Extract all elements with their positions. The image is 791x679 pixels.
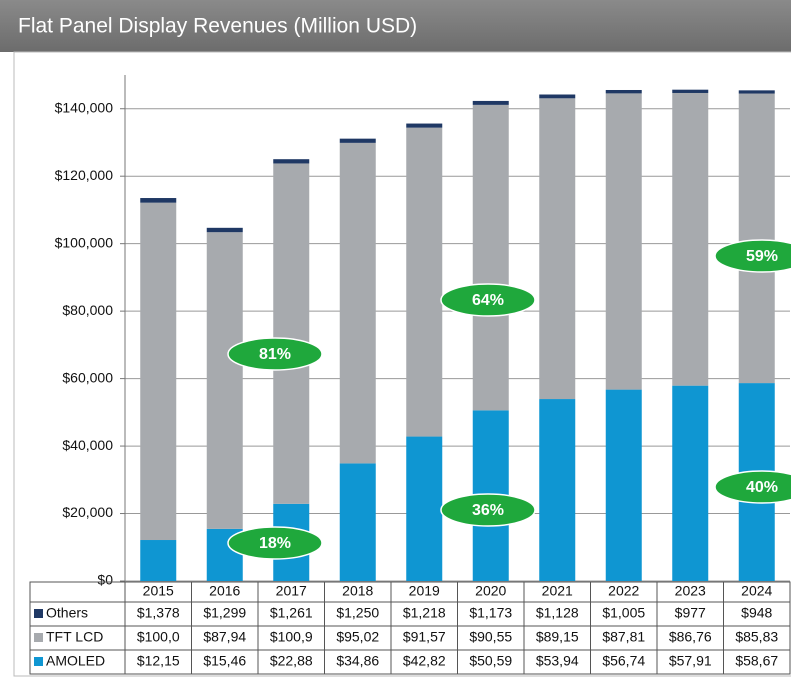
bar-segment [605,389,642,581]
table-value: $1,378 [137,605,180,621]
annotation-badge [227,337,323,371]
bar-segment [539,98,576,400]
y-tick-label: $140,000 [55,99,114,115]
annotation: 36% [472,502,504,519]
x-tick-label: 2021 [542,583,573,599]
y-tick-label: $100,000 [55,234,114,250]
y-tick-label: $60,000 [62,369,113,385]
table-value: $90,55 [469,629,512,645]
table-value: $89,15 [536,629,579,645]
annotation-badge [714,239,791,273]
table-value: $22,88 [270,653,313,669]
bar-segment [472,104,509,411]
bar-segment [738,93,775,384]
x-tick-label: 2016 [209,583,240,599]
table-value: $1,250 [336,605,379,621]
frame [13,51,791,677]
table-value: $87,81 [602,629,645,645]
table-value: $948 [741,605,772,621]
bar-segment [140,198,177,203]
legend-swatch [34,609,43,618]
legend-swatch [34,633,43,642]
annotation-badge [714,470,791,504]
table-value: $1,128 [536,605,579,621]
table-value: $1,218 [403,605,446,621]
y-tick-label: $40,000 [62,437,113,453]
bar-segment [140,202,177,541]
bar-segment [406,436,443,581]
y-tick-label: $80,000 [62,302,113,318]
title-bar [0,0,791,52]
table-value: $15,46 [203,653,246,669]
bar-segment [406,123,443,128]
table-value: $85,83 [735,629,778,645]
table-value: $100,9 [270,629,313,645]
table-value: $42,82 [403,653,446,669]
y-tick-label: $0 [97,572,113,588]
y-tick-label: $120,000 [55,167,114,183]
bar-segment [406,127,443,437]
annotation: 59% [746,248,778,265]
bar-segment [539,94,576,99]
x-tick-label: 2020 [475,583,506,599]
table-value: $50,59 [469,653,512,669]
legend-label: AMOLED [46,653,105,669]
annotation-badge [227,526,323,560]
bar-segment [738,90,775,94]
x-tick-label: 2023 [675,583,706,599]
table-value: $1,005 [602,605,645,621]
x-tick-label: 2019 [409,583,440,599]
annotation-badge [440,283,536,317]
bar-segment [206,227,243,233]
table-value: $12,15 [137,653,180,669]
table-value: $1,261 [270,605,313,621]
table-value: $100,0 [137,629,180,645]
legend-label: TFT LCD [46,629,103,645]
bar-segment [605,89,642,94]
x-tick-label: 2018 [342,583,373,599]
legend-label: Others [46,605,88,621]
y-tick-label: $20,000 [62,504,113,520]
table-value: $1,299 [203,605,246,621]
bar-segment [672,92,709,386]
bar-segment [605,93,642,390]
bar-segment [472,100,509,105]
x-tick-label: 2024 [741,583,772,599]
table-value: $86,76 [669,629,712,645]
bar-segment [273,163,310,504]
table-value: $91,57 [403,629,446,645]
table-value: $1,173 [469,605,512,621]
bar-segment [672,385,709,581]
bar-segment [339,142,376,464]
table-value: $53,94 [536,653,579,669]
table-value: $977 [675,605,706,621]
chart-title: Flat Panel Display Revenues (Million USD… [18,15,417,38]
legend-swatch [34,657,43,666]
annotation: 40% [746,479,778,496]
annotation: 81% [259,346,291,363]
annotation: 18% [259,535,291,552]
annotation: 64% [472,292,504,309]
table-value: $34,86 [336,653,379,669]
bar-segment [140,540,177,581]
bar-segment [339,463,376,581]
annotation-badge [440,493,536,527]
table-value: $95,02 [336,629,379,645]
x-tick-label: 2017 [276,583,307,599]
table-value: $56,74 [602,653,645,669]
table-value: $58,67 [735,653,778,669]
table-value: $87,94 [203,629,246,645]
x-tick-label: 2015 [143,583,174,599]
bar-segment [672,89,709,93]
bar-segment [206,232,243,529]
bar-segment [539,399,576,581]
x-tick-label: 2022 [608,583,639,599]
table-value: $57,91 [669,653,712,669]
bar-segment [273,159,310,164]
bar-segment [339,138,376,143]
